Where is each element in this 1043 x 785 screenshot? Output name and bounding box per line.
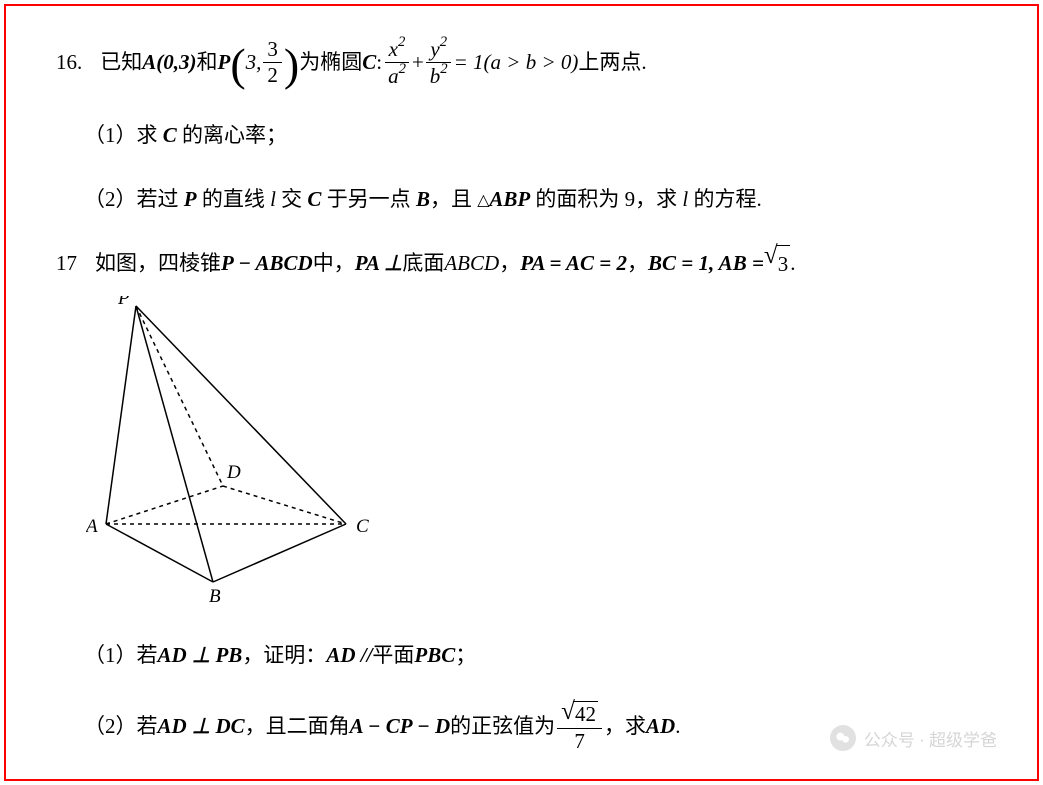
expr: PA ⊥ <box>355 245 403 283</box>
fraction-sqrt42-7: √ 42 7 <box>557 700 602 753</box>
text: 若 <box>137 708 158 746</box>
expr: AD // <box>326 637 372 675</box>
part-text: 若过 P 的直线 l 交 C 于另一点 B，且 △ABP 的面积为 9，求 l … <box>137 181 762 219</box>
fraction-y2-b2: y2 b2 <box>426 36 452 89</box>
text: 的正弦值为 <box>450 708 555 746</box>
part-text: 求 C 的离心率； <box>137 117 288 155</box>
text: 底面 <box>402 245 444 283</box>
expr: AD ⊥ DC <box>158 708 245 746</box>
text: 如图，四棱锥 <box>95 245 221 283</box>
problem-16-part1: （1） 求 C 的离心率； <box>84 117 987 155</box>
eq-rhs: = 1(a > b > 0) <box>454 44 579 82</box>
text: 平面 <box>372 637 414 675</box>
text: 和 <box>197 44 218 82</box>
paren-close: ) <box>284 47 299 84</box>
pyramid-figure: P A B C D <box>86 296 987 617</box>
point-A: A(0,3) <box>142 44 196 82</box>
expr: AD ⊥ PB <box>158 637 243 675</box>
svg-text:C: C <box>356 516 369 537</box>
expr: A − CP − D <box>350 708 451 746</box>
watermark: 公众号 · 超级学爸 <box>830 725 997 751</box>
expr: P − ABCD <box>221 245 313 283</box>
text: ； <box>455 637 476 675</box>
part-number: （2） <box>84 708 137 746</box>
problem-16-part2: （2） 若过 P 的直线 l 交 C 于另一点 B，且 △ABP 的面积为 9，… <box>84 181 987 219</box>
part-number: （1） <box>84 637 137 675</box>
point-P-label: P <box>218 44 231 82</box>
problem-16-stem: 16. 已知 A(0,3) 和 P ( 3, 3 2 ) 为椭圆 C : x2 … <box>56 36 987 89</box>
wechat-icon <box>830 725 856 751</box>
text: 已知 <box>100 44 142 82</box>
pyramid-svg: P A B C D <box>86 296 386 606</box>
expr: PBC <box>414 637 455 675</box>
expr: BC = 1, AB = <box>648 245 764 283</box>
text: 为椭圆 <box>299 44 362 82</box>
var-C: C <box>362 44 376 82</box>
point-P-x: 3, <box>246 44 262 82</box>
text: 上两点. <box>578 44 646 82</box>
fraction-x2-a2: x2 a2 <box>384 36 410 89</box>
colon: : <box>376 44 382 82</box>
text: ，证明： <box>242 637 326 675</box>
problem-17-number: 17 <box>56 245 77 283</box>
expr: AD <box>646 708 675 746</box>
text: 若 <box>137 637 158 675</box>
svg-text:D: D <box>226 462 241 483</box>
period: . <box>790 245 795 283</box>
plus: + <box>412 44 424 82</box>
problem-17-stem: 17 如图，四棱锥 P − ABCD 中， PA ⊥ 底面 ABCD ， PA … <box>56 245 987 284</box>
sqrt-3: √ 3 <box>764 245 790 284</box>
text: ， <box>499 245 520 283</box>
paren-open: ( <box>230 47 245 84</box>
text: ，且二面角 <box>245 708 350 746</box>
text: 中， <box>313 245 355 283</box>
problem-17-part1: （1） 若 AD ⊥ PB ，证明： AD // 平面 PBC ； <box>84 637 987 675</box>
text: ，求 <box>604 708 646 746</box>
part-number: （1） <box>84 117 137 155</box>
expr: ABCD <box>444 245 499 283</box>
expr: PA = AC = 2 <box>520 245 627 283</box>
text: . <box>675 708 680 746</box>
svg-text:A: A <box>86 516 98 537</box>
problem-16-number: 16. <box>56 44 82 82</box>
svg-text:B: B <box>209 586 221 606</box>
part-number: （2） <box>84 181 137 219</box>
fraction-3-2: 3 2 <box>263 37 282 88</box>
text: ， <box>627 245 648 283</box>
svg-text:P: P <box>117 296 130 309</box>
watermark-text: 公众号 · 超级学爸 <box>864 726 997 751</box>
